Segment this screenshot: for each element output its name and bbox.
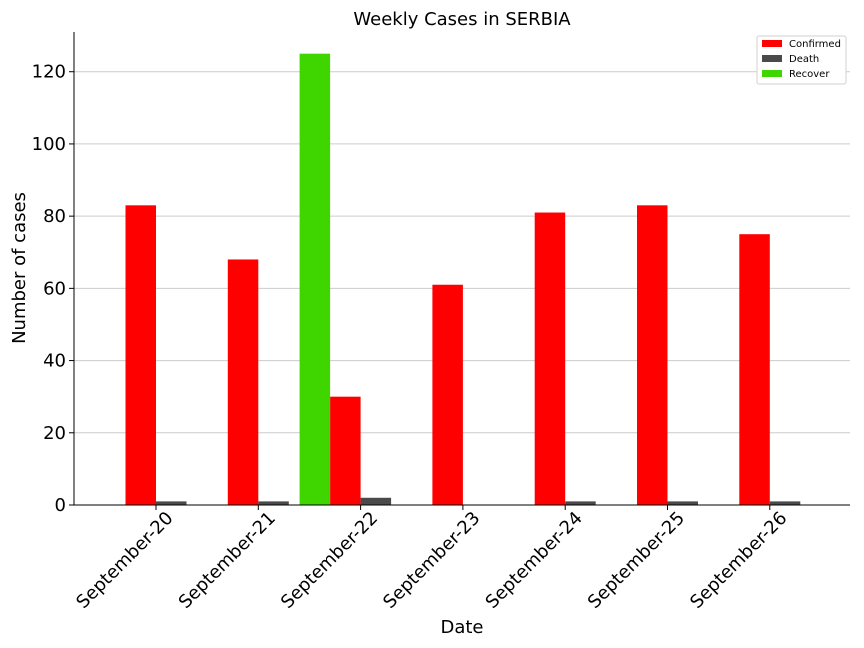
legend-swatch-confirmed [762,40,782,47]
legend-swatch-death [762,55,782,62]
bar-death [258,501,289,505]
y-tick-label: 0 [55,495,66,516]
bar-confirmed [739,234,770,505]
bar-confirmed [330,396,361,505]
legend-label-recover: Recover [789,69,830,80]
x-tick-label: September-25 [584,508,689,613]
bar-confirmed [227,259,259,505]
x-axis-label: Date [440,617,483,638]
chart-title: Weekly Cases in SERBIA [353,9,571,30]
legend-swatch-recover [762,70,782,77]
bar-death [667,501,698,505]
y-tick-label: 40 [43,351,66,372]
legend: Confirmed Death Recover [756,35,847,85]
bar-confirmed [432,284,463,505]
x-tick-label: September-24 [482,508,587,613]
bar-death [565,501,596,505]
x-tick-label: September-26 [686,508,791,613]
bar-confirmed [637,205,668,505]
bar-death [360,497,392,505]
legend-label-confirmed: Confirmed [789,39,841,50]
x-tick-label: September-21 [175,508,280,613]
y-tick-label: 20 [43,423,66,444]
bars [125,53,801,505]
y-tick-label: 120 [32,62,66,83]
y-axis-ticks: 0 20 40 60 80 100 120 [32,62,74,516]
x-tick-label: September-20 [72,508,177,613]
bar-confirmed [534,212,566,505]
bar-confirmed [125,205,156,505]
y-tick-label: 60 [43,278,66,299]
x-axis-ticks: September-20September-21September-22Sept… [72,505,791,613]
x-tick-label: September-23 [379,508,484,613]
bar-death [769,501,801,505]
y-axis-label: Number of cases [9,192,30,344]
y-tick-label: 80 [43,206,66,227]
legend-label-death: Death [789,54,819,65]
bar-recover [299,53,331,505]
bar-death [156,501,187,505]
y-tick-label: 100 [32,134,66,155]
x-tick-label: September-22 [277,508,382,613]
